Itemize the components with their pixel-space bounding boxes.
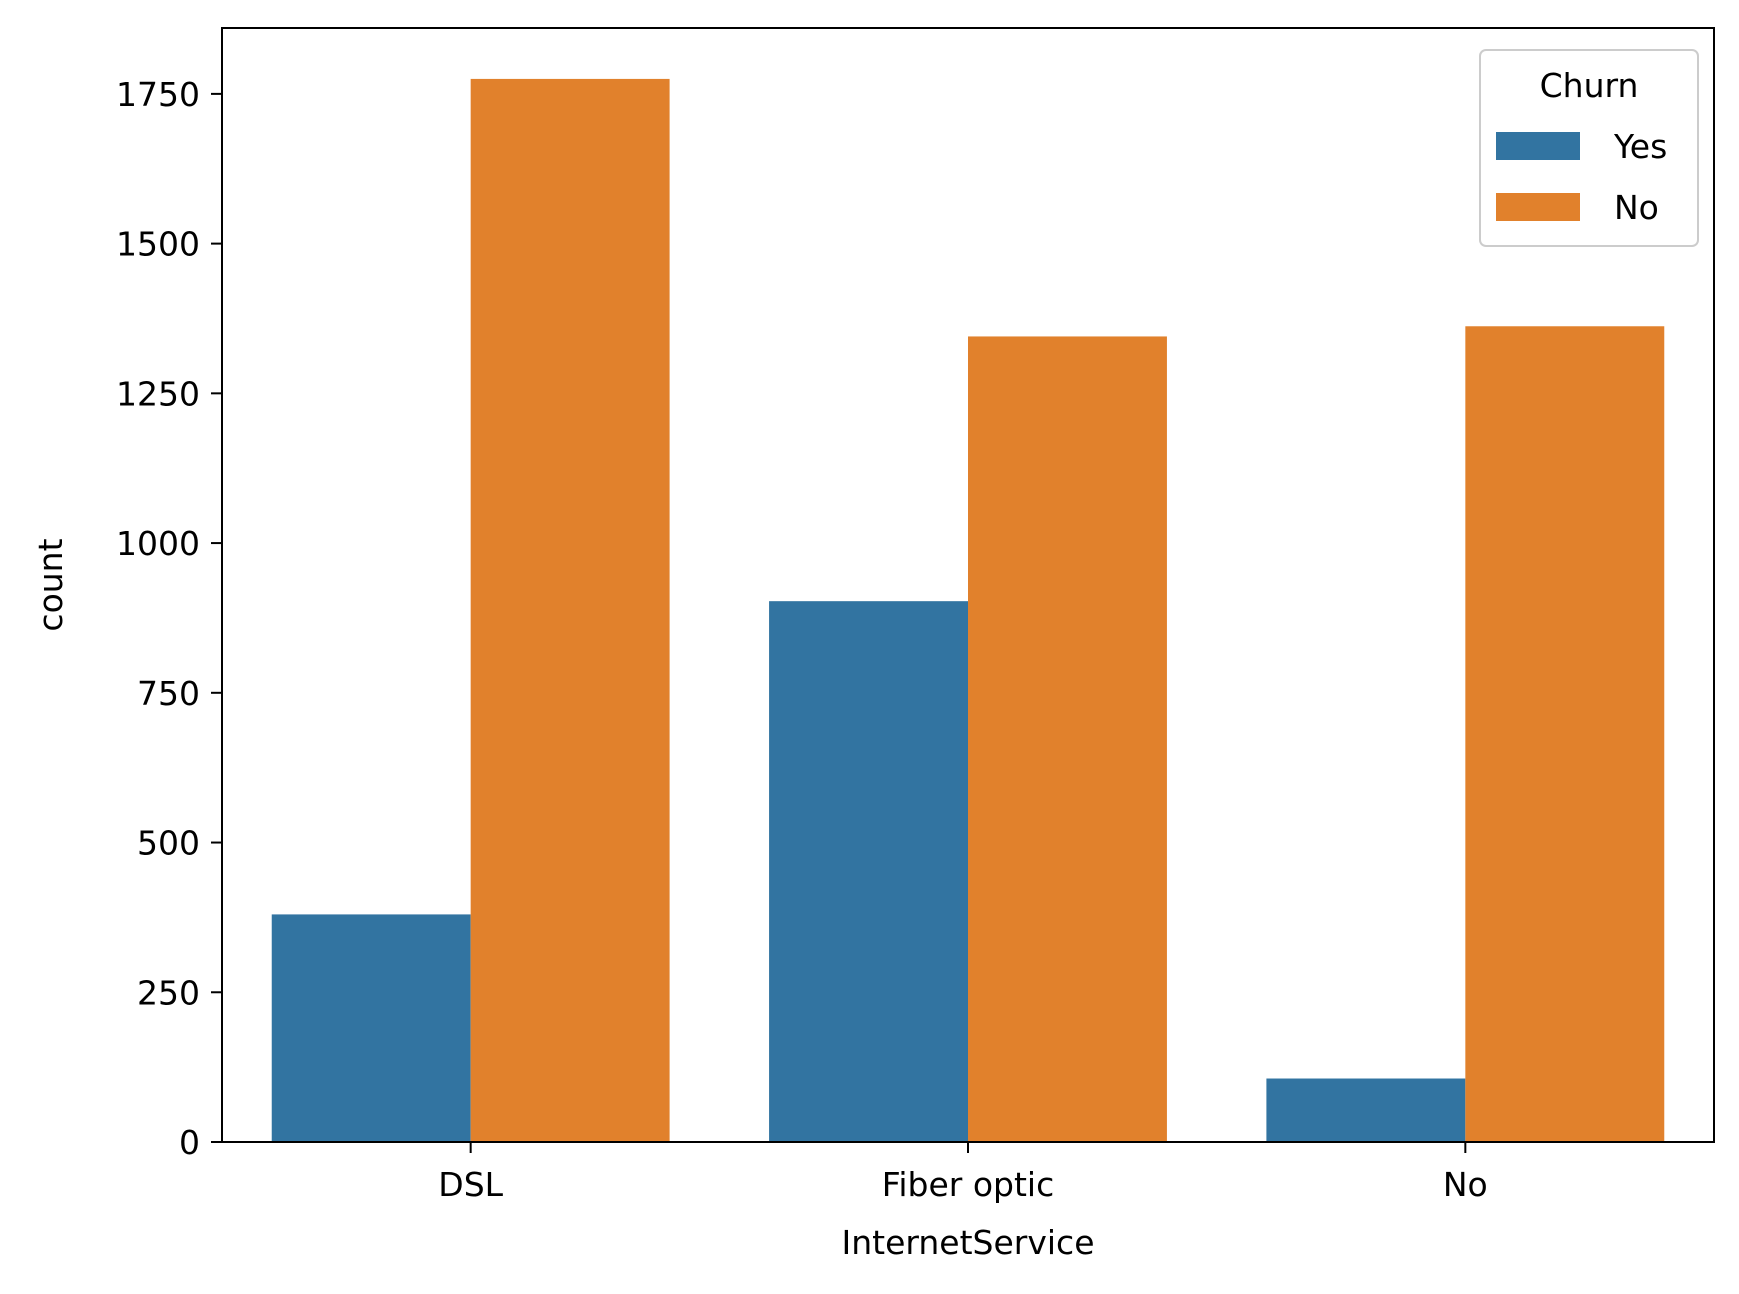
legend: Churn Yes No	[1479, 49, 1699, 247]
legend-swatch-yes	[1496, 132, 1580, 160]
y-tick-label: 500	[137, 824, 200, 863]
y-tick-label: 1000	[116, 524, 200, 563]
y-axis-label: count	[31, 538, 70, 631]
legend-items: Yes No	[1496, 127, 1667, 227]
bar-dsl-yes	[271, 914, 471, 1142]
bar-fiber-optic-no	[968, 336, 1167, 1142]
y-tick-label: 0	[179, 1123, 200, 1162]
y-axis: 0 250 500 750 1000 1250 1500 1750	[116, 75, 222, 1162]
bar-no-yes	[1266, 1078, 1466, 1142]
y-tick-label: 1500	[116, 225, 200, 264]
bar-no-no	[1465, 326, 1665, 1142]
bar-dsl-no	[470, 78, 670, 1143]
x-axis-label: InternetService	[842, 1223, 1095, 1262]
y-tick-label: 1750	[116, 75, 200, 114]
y-tick-label: 250	[137, 973, 200, 1012]
x-tick-label: Fiber optic	[882, 1165, 1054, 1204]
legend-title: Churn	[1540, 66, 1639, 105]
legend-label-no: No	[1614, 188, 1659, 227]
bars-group	[271, 78, 1665, 1143]
x-tick-label: No	[1443, 1165, 1488, 1204]
y-tick-label: 750	[137, 674, 200, 713]
x-axis: DSL Fiber optic No	[438, 1142, 1488, 1204]
x-tick-label: DSL	[438, 1165, 503, 1204]
legend-label-yes: Yes	[1613, 127, 1667, 166]
y-tick-label: 1250	[116, 374, 200, 413]
legend-swatch-no	[1496, 193, 1580, 221]
bar-fiber-optic-yes	[769, 601, 968, 1142]
